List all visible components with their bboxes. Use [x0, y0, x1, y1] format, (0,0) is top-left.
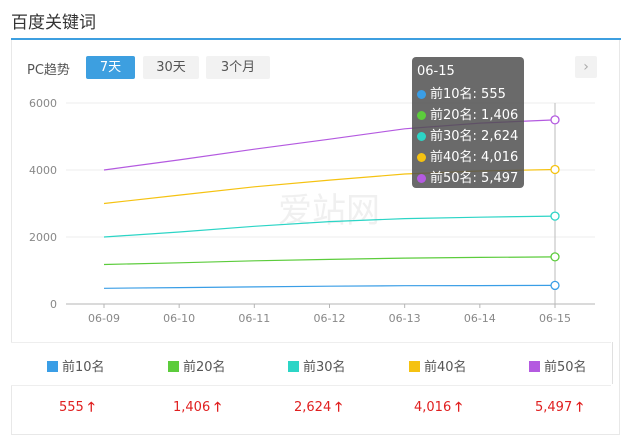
chart-tooltip: 06-15 前10名: 555 前20名: 1,406 前30名: 2,624 … [412, 57, 524, 188]
up-arrow-icon: 🡑 [576, 400, 583, 415]
tooltip-row-top40: 前40名: 4,016 [417, 147, 519, 168]
value-top30: 2,624 🡑 [294, 398, 342, 420]
range-button-30d[interactable]: 30天 [143, 56, 199, 79]
top10-swatch-icon [47, 361, 58, 372]
tooltip-row-top20: 前20名: 1,406 [417, 105, 519, 126]
trend-chart: 爱站网 0 2000 4000 6000 06-09 06-10 06-11 06-12 06-… [29, 97, 595, 325]
value-top50: 5,497 🡑 [535, 398, 583, 420]
tooltip-value: 前50名: 5,497 [430, 171, 519, 186]
up-arrow-icon: 🡑 [455, 400, 462, 415]
x-tick-label: 06-09 [88, 312, 120, 325]
tooltip-value: 前40名: 4,016 [430, 150, 519, 165]
tooltip-date: 06-15 [417, 64, 455, 79]
page-title: 百度关键词 [11, 13, 96, 33]
toolbar-label: PC趋势 [27, 63, 70, 78]
range-button-3m[interactable]: 3个月 [206, 56, 270, 79]
chart-axes: 0 2000 4000 6000 06-09 06-10 06-11 06-12 06-13 06… [29, 97, 595, 325]
value-number: 4,016 [414, 400, 452, 415]
up-arrow-icon: 🡑 [87, 400, 95, 415]
legend-label: 前40名 [424, 360, 467, 375]
value-top20: 1,406 🡑 [173, 398, 221, 420]
legend-item-top40[interactable]: 前40名 [409, 356, 467, 375]
highlight-point-top50 [550, 115, 560, 125]
x-tick-label: 06-11 [238, 312, 270, 325]
chart-card [11, 40, 620, 435]
tooltip-row-top10: 前10名: 555 [417, 84, 519, 105]
tooltip-row-top30: 前30名: 2,624 [417, 126, 519, 147]
tooltip-row-top50: 前50名: 5,497 [417, 168, 519, 189]
x-tick-label: 06-15 [539, 312, 571, 325]
x-tick-label: 06-14 [464, 312, 496, 325]
title-underline [11, 38, 621, 40]
legend-item-top10[interactable]: 前10名 [47, 356, 105, 375]
x-tick-label: 06-10 [163, 312, 195, 325]
highlight-point-top10 [550, 280, 560, 291]
value-top40: 4,016 🡑 [414, 398, 462, 420]
top50-dot-icon [417, 174, 426, 183]
legend-label: 前50名 [544, 360, 587, 375]
top40-dot-icon [417, 153, 426, 162]
tooltip-value: 前30名: 2,624 [430, 129, 519, 144]
series-line-top30 [103, 215, 556, 238]
legend-item-top50[interactable]: 前50名 [529, 356, 587, 375]
legend-item-top30[interactable]: 前30名 [288, 356, 346, 375]
chevron-right-icon[interactable]: › [575, 56, 597, 78]
top50-swatch-icon [529, 361, 540, 372]
legend-divider [612, 342, 613, 384]
y-tick-label: 2000 [29, 231, 57, 244]
highlight-point-top20 [550, 252, 560, 262]
chart-watermark: 爱站网 [278, 191, 380, 231]
chart-series [103, 115, 560, 291]
range-button-7d[interactable]: 7天 [86, 56, 135, 79]
legend-row: 前10名 前20名 前30名 前40名 前50名 [11, 342, 611, 386]
series-line-top20 [103, 256, 556, 266]
top30-dot-icon [417, 132, 426, 141]
x-tick-label: 06-12 [314, 312, 346, 325]
tooltip-value: 前10名: 555 [430, 87, 506, 102]
value-number: 2,624 [294, 400, 332, 415]
legend-item-top20[interactable]: 前20名 [168, 356, 226, 375]
highlight-point-top40 [550, 164, 560, 175]
value-number: 1,406 [173, 400, 211, 415]
latest-values-row: 555 🡑 1,406 🡑 2,624 🡑 4,016 🡑 5,497 🡑 [11, 385, 611, 427]
highlight-point-top30 [550, 211, 560, 221]
top10-dot-icon [417, 90, 426, 99]
y-tick-label: 0 [50, 298, 57, 311]
value-number: 5,497 [535, 400, 573, 415]
top30-swatch-icon [288, 361, 299, 372]
top40-swatch-icon [409, 361, 420, 372]
y-tick-label: 4000 [29, 164, 57, 177]
value-number: 555 [59, 400, 84, 415]
series-line-top10 [103, 284, 556, 289]
up-arrow-icon: 🡑 [335, 400, 342, 415]
legend-label: 前10名 [62, 360, 105, 375]
top20-swatch-icon [168, 361, 179, 372]
y-tick-label: 6000 [29, 97, 57, 110]
x-tick-label: 06-13 [389, 312, 421, 325]
tooltip-value: 前20名: 1,406 [430, 108, 519, 123]
legend-label: 前20名 [183, 360, 226, 375]
legend-label: 前30名 [303, 360, 346, 375]
top20-dot-icon [417, 111, 426, 120]
up-arrow-icon: 🡑 [214, 400, 221, 415]
value-top10: 555 🡑 [59, 398, 95, 420]
